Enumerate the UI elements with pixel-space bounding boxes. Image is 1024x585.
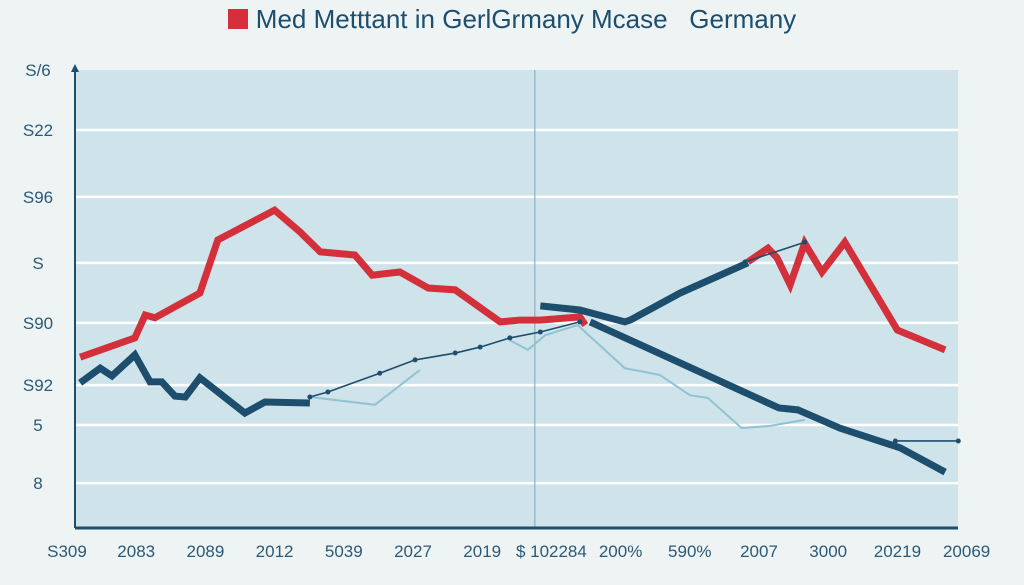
data-point <box>802 239 808 245</box>
x-tick-label: 20219 <box>874 542 921 561</box>
y-tick-label: S <box>32 254 43 273</box>
series-line-2 <box>509 323 805 430</box>
x-tick-label: 2027 <box>394 542 432 561</box>
series-line-3 <box>744 241 805 263</box>
data-point <box>325 389 331 395</box>
chart-title-text: Med Metttant in GerlGrmany Mcase Germany <box>255 4 797 34</box>
y-tick-label: S96 <box>23 188 53 207</box>
x-tick-label: 590% <box>668 542 711 561</box>
x-tick-label: 3000 <box>809 542 847 561</box>
x-tick-label: 2083 <box>117 542 155 561</box>
x-tick-label: 2007 <box>740 542 778 561</box>
data-point <box>507 335 513 341</box>
data-point <box>577 319 583 325</box>
data-point <box>412 357 418 363</box>
data-point <box>742 259 748 265</box>
data-point <box>955 438 961 444</box>
x-tick-label: S309 <box>47 542 87 561</box>
series-line-0 <box>78 205 589 361</box>
data-point <box>892 438 898 444</box>
y-tick-label: S92 <box>23 376 53 395</box>
data-point <box>452 350 458 356</box>
series-line-1 <box>588 318 947 476</box>
legend-swatch-red <box>227 9 248 29</box>
series-line-2 <box>309 369 421 406</box>
x-tick-label: 2019 <box>463 542 501 561</box>
data-point <box>377 370 383 376</box>
x-tick-label: 5039 <box>325 542 363 561</box>
x-tick-label: 20069 <box>943 542 990 561</box>
chart-title: Med Metttant in GerlGrmany Mcase Germany <box>0 4 1024 35</box>
y-axis-arrow-icon <box>71 64 79 72</box>
plot-area <box>75 70 958 528</box>
y-tick-label: S/6 <box>25 61 51 80</box>
series-line-1 <box>539 259 750 326</box>
y-tick-label: 8 <box>33 474 42 493</box>
series-line-1 <box>78 349 310 418</box>
data-point <box>537 329 543 335</box>
data-point <box>307 394 313 400</box>
x-tick-label: 200% <box>599 542 642 561</box>
data-point <box>477 344 483 350</box>
x-tick-label: 2089 <box>186 542 224 561</box>
y-tick-label: S90 <box>23 314 53 333</box>
y-tick-label: 5 <box>33 416 42 435</box>
y-tick-label: S22 <box>23 121 53 140</box>
x-tick-label: $ 102284 <box>516 542 587 561</box>
x-tick-label: 2012 <box>256 542 294 561</box>
